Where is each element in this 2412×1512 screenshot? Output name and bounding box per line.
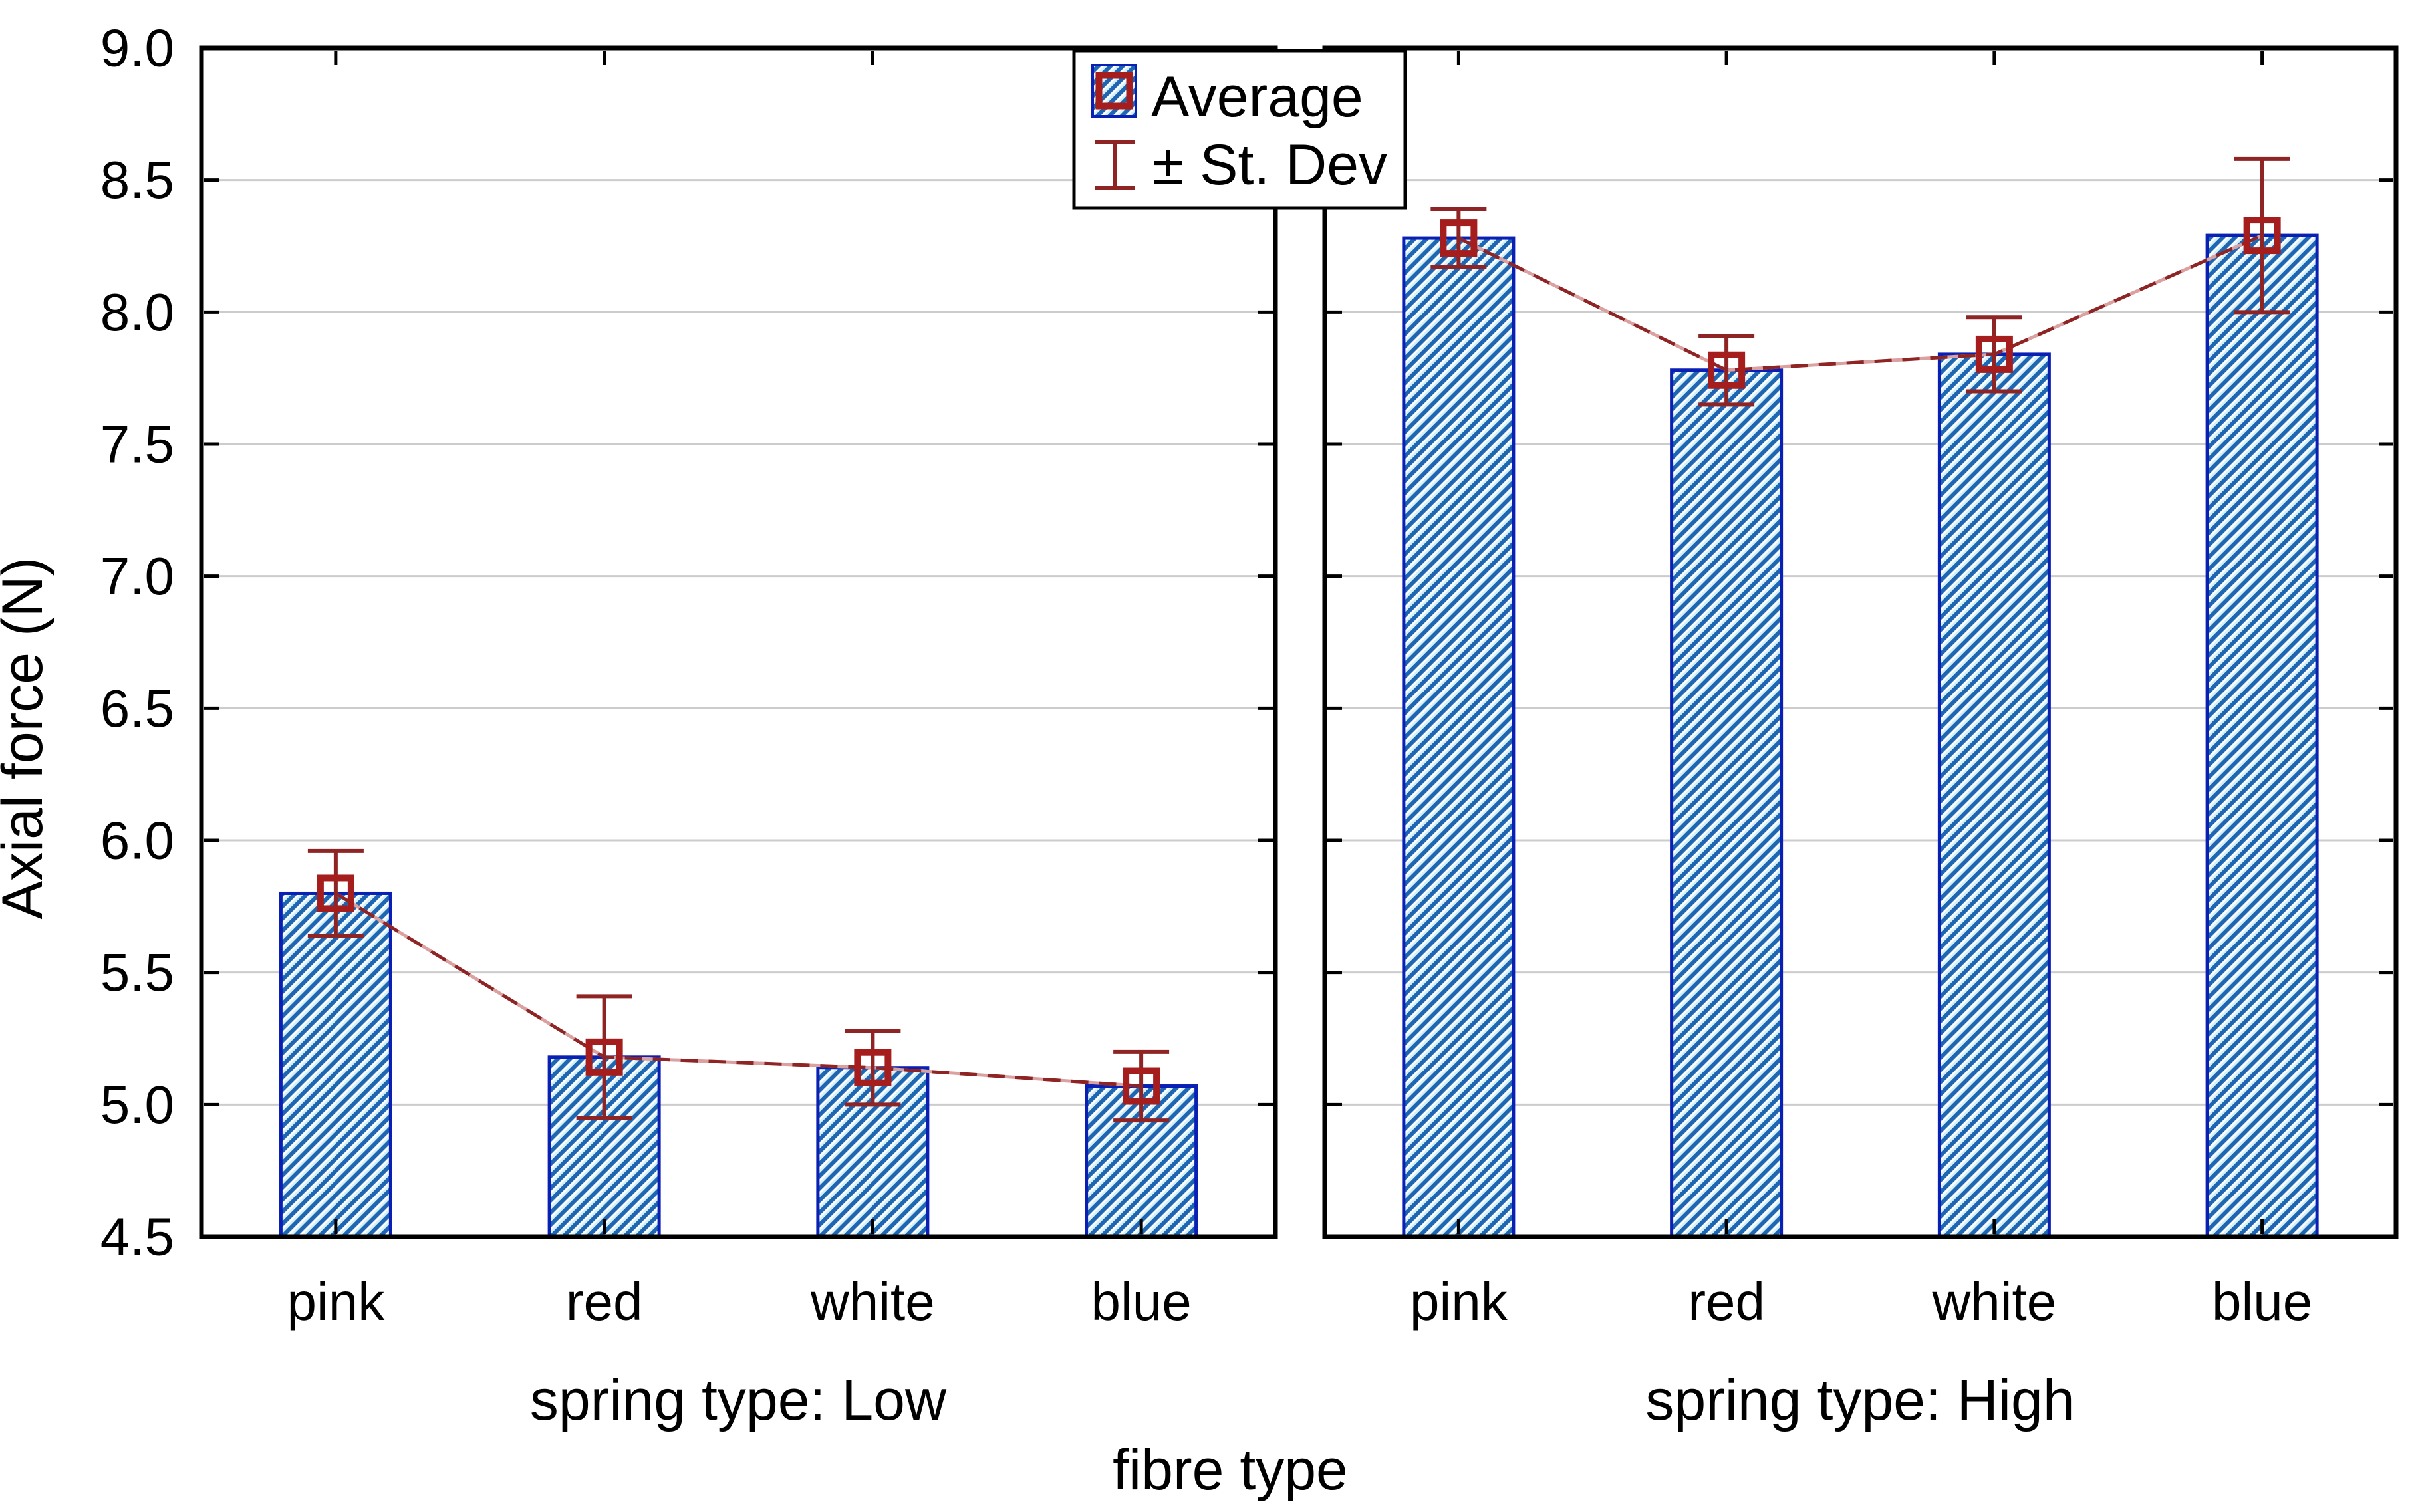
legend-glyphs [1072, 49, 1407, 210]
y-tick-label: 8.5 [100, 150, 174, 209]
y-tick-label: 5.5 [100, 943, 174, 1002]
y-tick-label: 7.0 [100, 547, 174, 606]
y-axis-title: Axial force (N) [0, 557, 55, 920]
y-tick-label: 5.0 [100, 1075, 174, 1134]
y-tick-label: 9.0 [100, 19, 174, 78]
bar [1402, 236, 1516, 1239]
average-marker [1440, 219, 1478, 257]
x-axis-title: fibre type [1113, 1438, 1348, 1502]
y-tick-label: 4.5 [100, 1207, 174, 1267]
y-tick-label: 7.5 [100, 415, 174, 474]
bar [279, 891, 392, 1239]
y-tick-label: 8.0 [100, 283, 174, 342]
panel-border [1322, 45, 2399, 1239]
mean-line [1458, 233, 2263, 372]
legend-label-average: Average [1151, 65, 1363, 129]
legend: Average ± St. Dev [1072, 49, 1407, 210]
mean-line [335, 892, 1142, 1088]
bar [2205, 233, 2319, 1239]
category-label: white [1931, 1272, 2056, 1331]
category-label: pink [1410, 1272, 1508, 1331]
category-label: pink [287, 1272, 385, 1331]
mean-line-underlay [335, 892, 1142, 1088]
y-tick-label: 6.5 [100, 679, 174, 738]
category-label: white [810, 1272, 935, 1331]
bar [1937, 352, 2051, 1239]
average-marker [1123, 1067, 1160, 1105]
plot-area: pink red white blue pink red white blue 4.5 5.0 5.… [100, 19, 2399, 1331]
panel-low: pink red white blue [199, 45, 1278, 1331]
legend-average-marker [1095, 72, 1133, 110]
panel-title-high: spring type: High [1645, 1368, 2074, 1432]
average-marker [1708, 351, 1746, 389]
mean-line-underlay [1458, 233, 2263, 372]
category-label: blue [2212, 1272, 2312, 1331]
average-marker [317, 874, 354, 912]
average-marker [1975, 335, 2013, 373]
average-marker [2243, 217, 2281, 255]
bar [1670, 368, 1784, 1239]
legend-label-stdev: ± St. Dev [1152, 133, 1387, 197]
average-marker [585, 1038, 623, 1076]
category-label: blue [1091, 1272, 1192, 1331]
average-marker [854, 1049, 892, 1086]
panel-high: pink red white blue [1322, 45, 2399, 1331]
y-tick-label: 6.0 [100, 811, 174, 870]
category-label: red [1688, 1272, 1765, 1331]
panel-title-low: spring type: Low [530, 1368, 947, 1432]
category-label: red [566, 1272, 643, 1331]
panel-border [199, 45, 1278, 1239]
